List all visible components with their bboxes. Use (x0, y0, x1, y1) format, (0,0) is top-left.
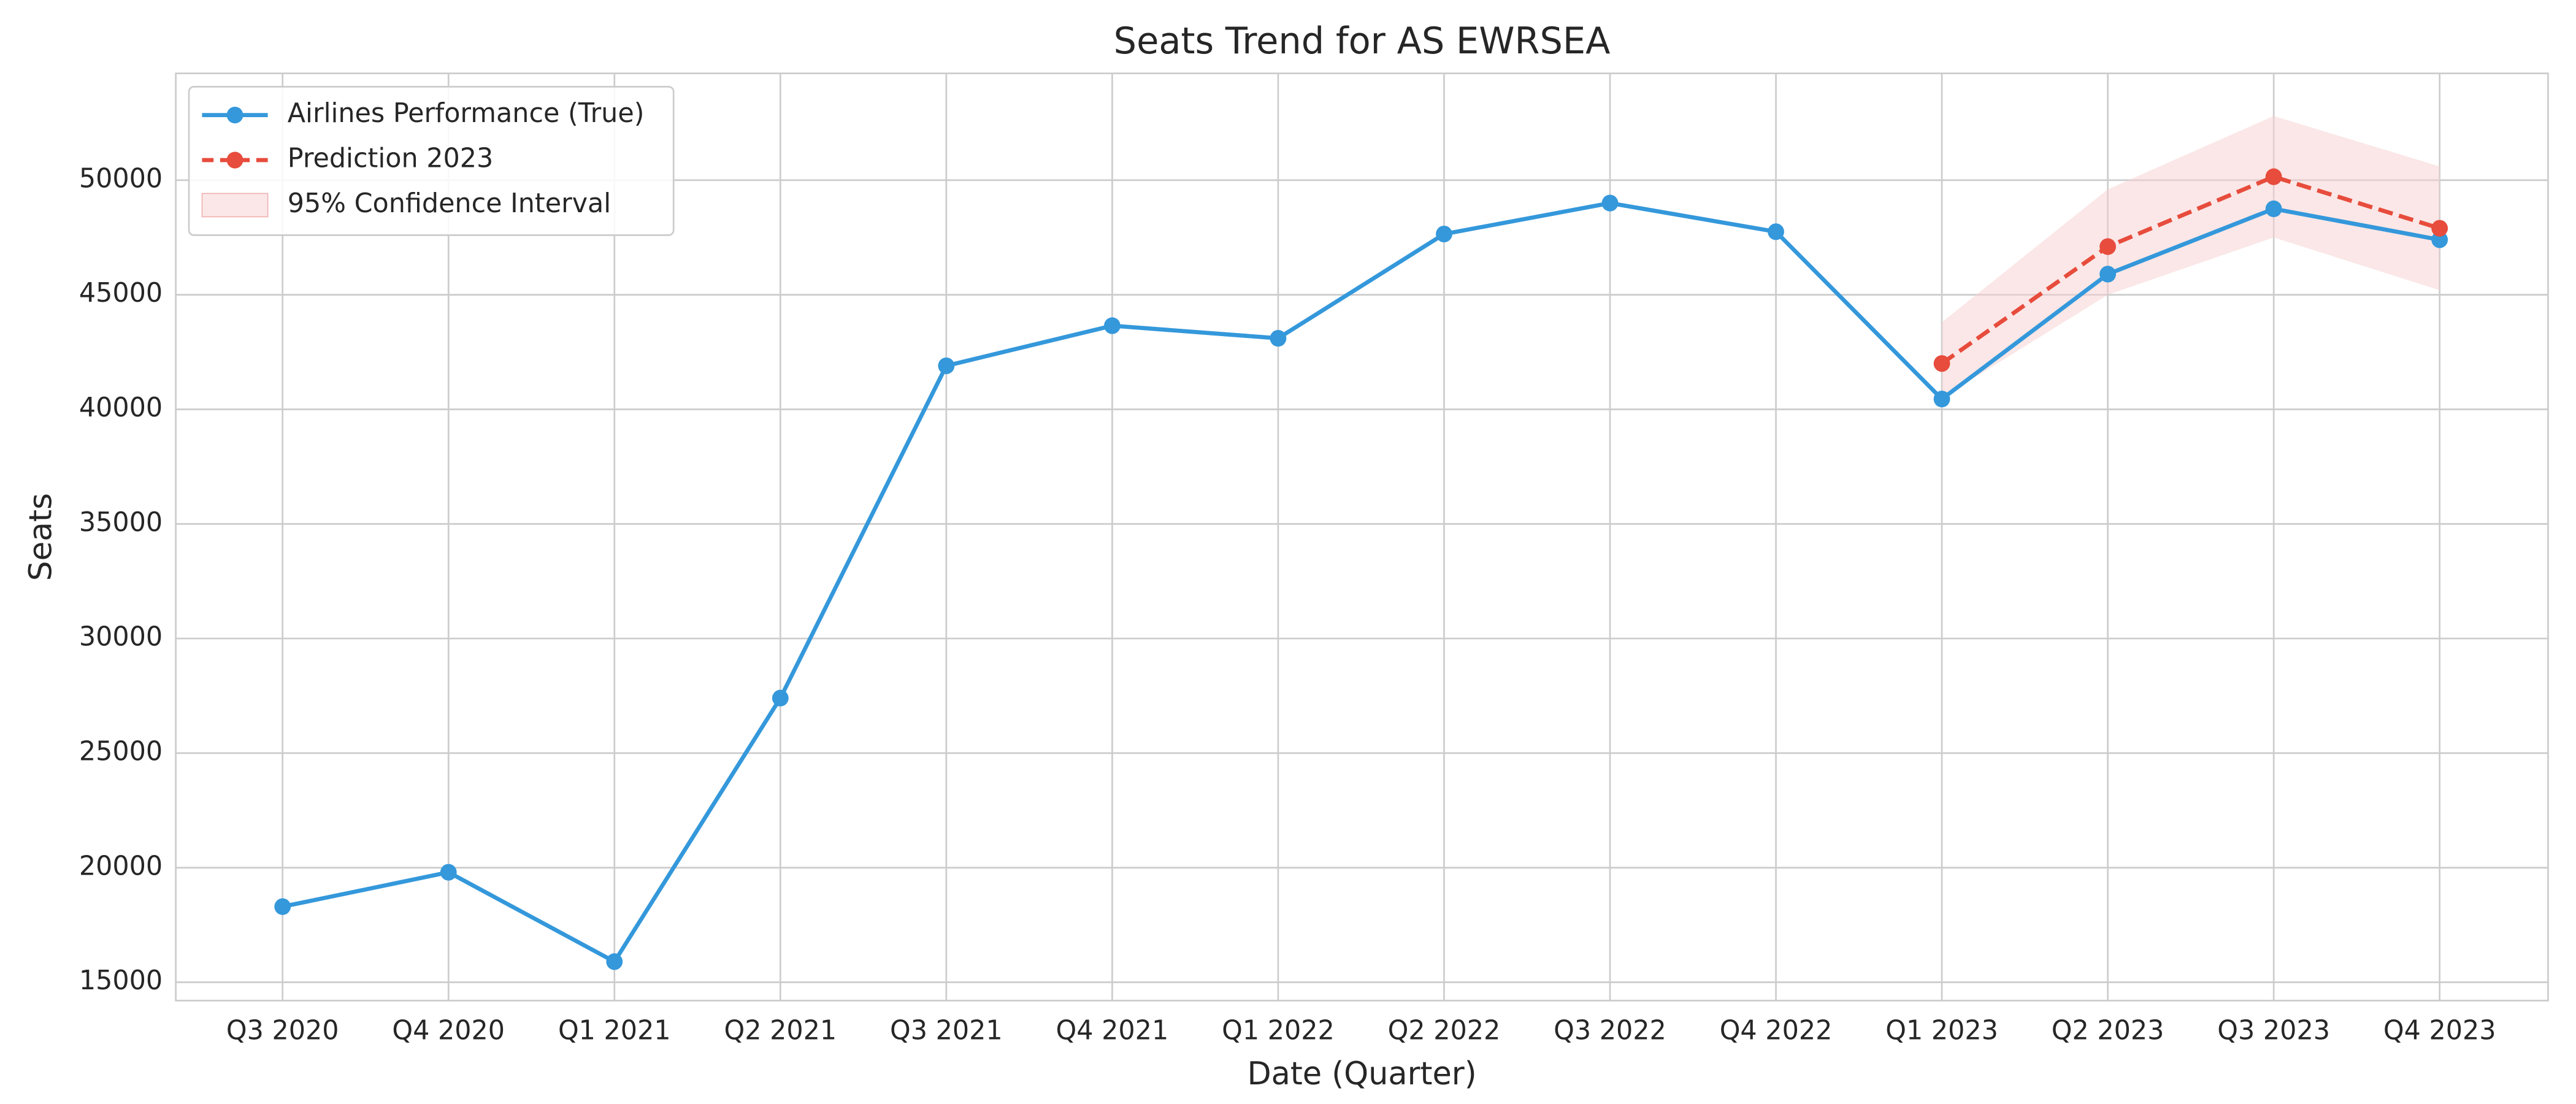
data-point (274, 898, 291, 915)
x-axis-label: Date (Quarter) (1248, 1056, 1477, 1092)
data-point (1768, 223, 1784, 240)
x-tick-label: Q3 2023 (2217, 1015, 2330, 1046)
x-tick-label: Q4 2020 (392, 1015, 505, 1046)
x-tick-label: Q3 2020 (226, 1015, 339, 1046)
data-point (1933, 355, 1950, 372)
y-tick-label: 50000 (79, 163, 163, 194)
data-point (2265, 200, 2282, 218)
data-point (440, 864, 457, 881)
legend-marker (226, 107, 243, 124)
data-point (1436, 225, 1452, 243)
y-tick-label: 30000 (79, 621, 163, 652)
data-point (1104, 317, 1121, 334)
y-tick-label: 25000 (79, 736, 163, 767)
data-point (1601, 194, 1619, 212)
data-point (2265, 168, 2282, 185)
x-tick-label: Q3 2022 (1554, 1015, 1666, 1046)
legend: Airlines Performance (True) Prediction 20… (188, 86, 675, 236)
y-tick-label: 15000 (79, 965, 163, 996)
x-tick-label: Q4 2023 (2383, 1015, 2496, 1046)
data-point (1933, 390, 1950, 408)
x-tick-label: Q3 2021 (890, 1015, 1003, 1046)
data-point (938, 357, 955, 375)
y-tick-label: 35000 (79, 507, 163, 538)
legend-marker (226, 151, 243, 169)
legend-box (188, 86, 675, 236)
data-point (772, 689, 789, 707)
x-tick-label: Q2 2023 (2052, 1015, 2164, 1046)
y-tick-label: 20000 (79, 851, 163, 881)
legend-label: 95% Confidence Interval (288, 188, 611, 219)
legend-label: Prediction 2023 (288, 143, 494, 174)
x-tick-label: Q1 2022 (1222, 1015, 1335, 1046)
y-axis-label: Seats (23, 493, 59, 581)
data-point (2099, 238, 2116, 255)
y-tick-label: 40000 (79, 393, 163, 423)
data-point (606, 953, 623, 970)
x-tick-label: Q1 2023 (1885, 1015, 1998, 1046)
x-tick-label: Q1 2021 (558, 1015, 671, 1046)
legend-patch (201, 193, 269, 218)
legend-label: Airlines Performance (True) (288, 98, 645, 129)
x-tick-label: Q4 2022 (1720, 1015, 1833, 1046)
data-point (2431, 220, 2448, 237)
x-tick-label: Q4 2021 (1056, 1015, 1169, 1046)
confidence-band (1942, 116, 2440, 398)
x-tick-label: Q2 2022 (1388, 1015, 1501, 1046)
y-tick-label: 45000 (79, 278, 163, 309)
series-line (1941, 174, 2440, 366)
data-point (2431, 231, 2448, 248)
data-point (1270, 329, 1287, 347)
data-point (2099, 266, 2116, 283)
series-line (282, 201, 2440, 965)
chart-title: Seats Trend for AS EWRSEA (1114, 20, 1611, 63)
x-tick-label: Q2 2021 (724, 1015, 837, 1046)
